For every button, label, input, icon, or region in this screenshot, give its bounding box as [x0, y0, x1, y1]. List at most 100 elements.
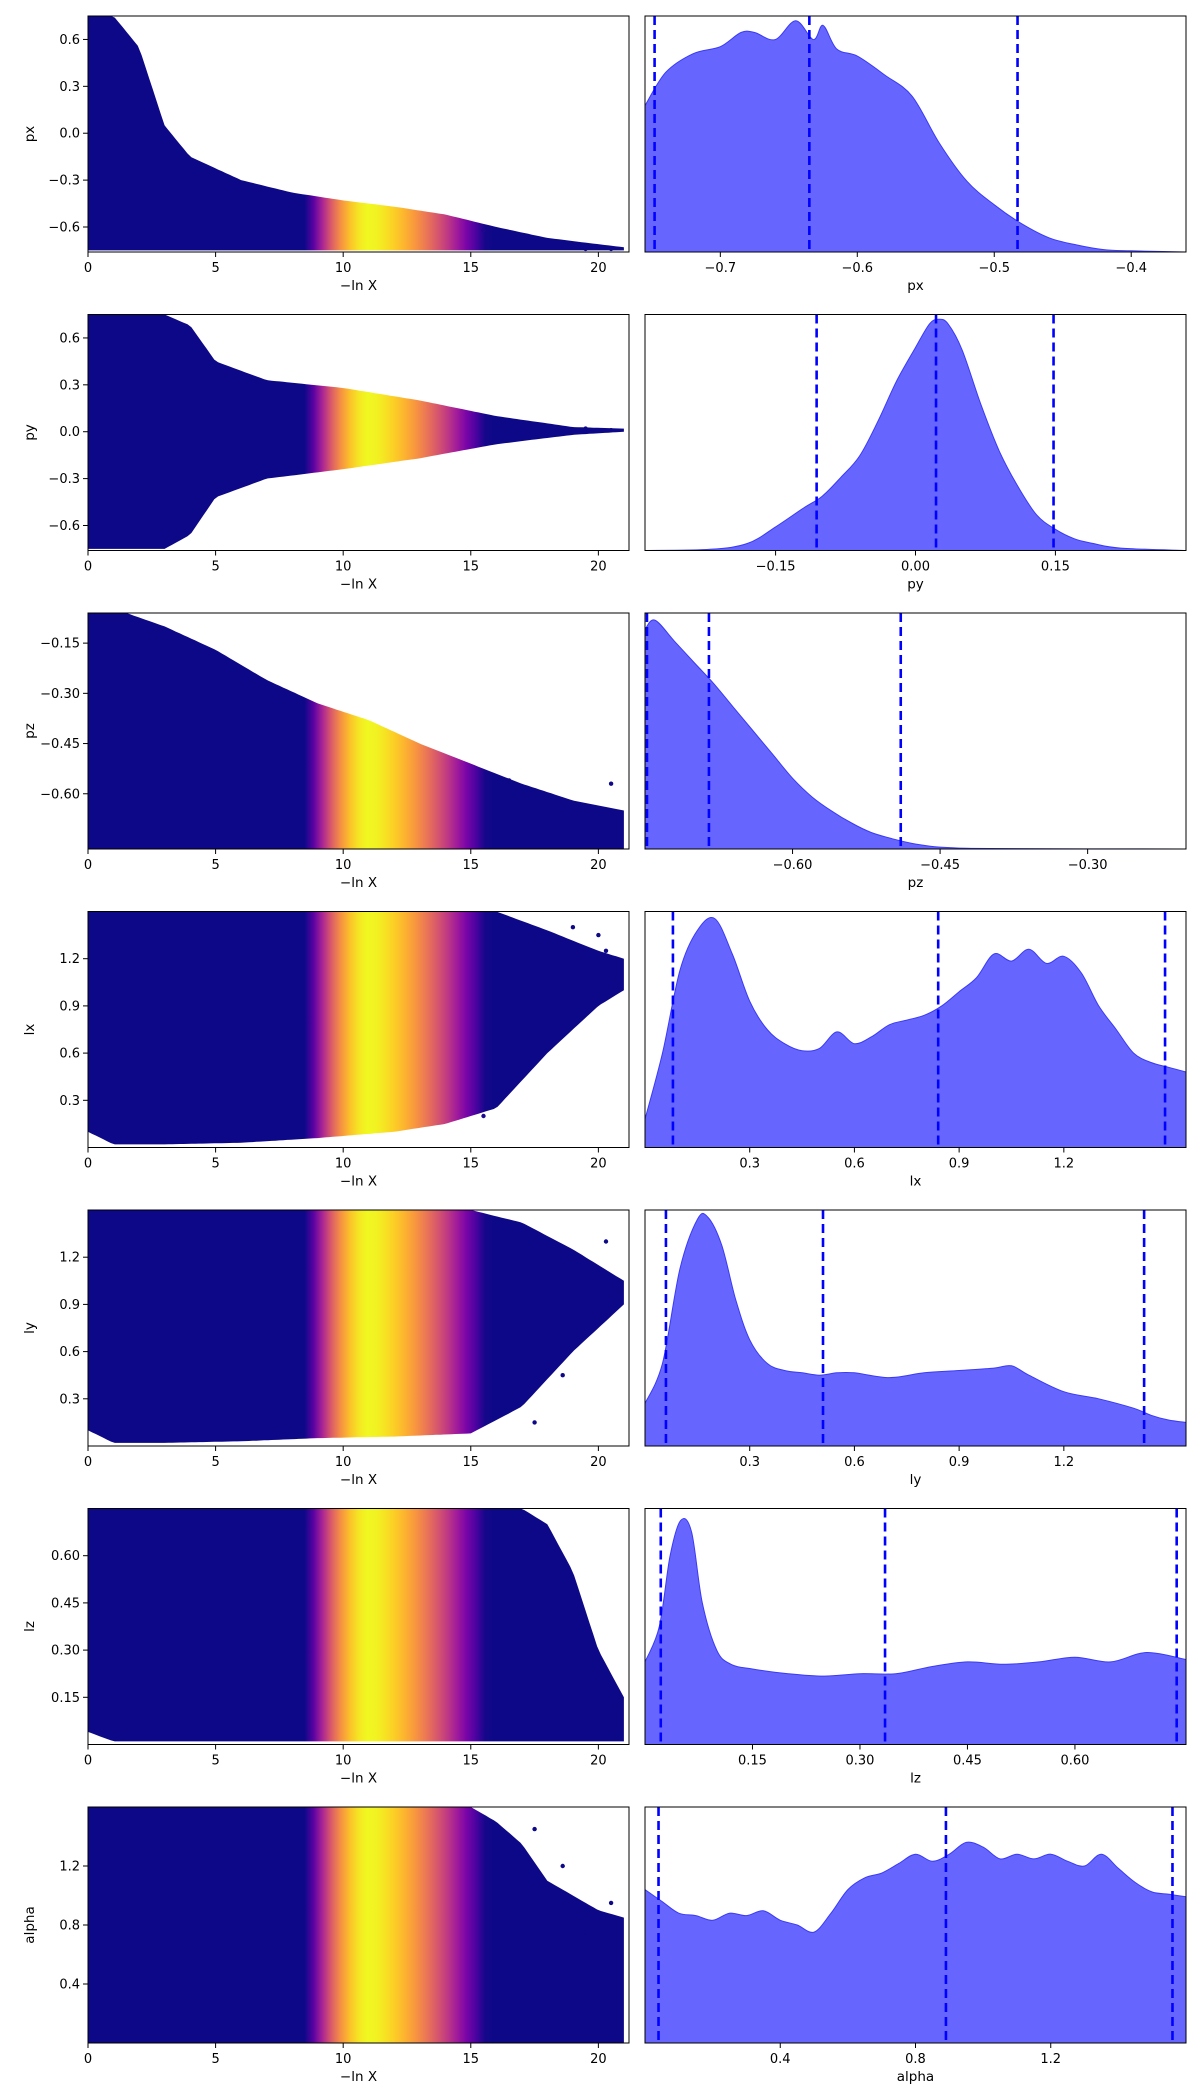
trace-tail-point	[560, 1373, 565, 1378]
trace-xtick-label: 10	[335, 1157, 352, 1172]
posterior-xtick-label: 0.6	[844, 1455, 865, 1470]
trace-ytick-label: 0.6	[59, 331, 80, 346]
posterior-xlabel-pz: pz	[908, 875, 924, 891]
trace-tail-point	[506, 778, 512, 783]
trace-ytick-label: 0.6	[59, 1047, 80, 1062]
posterior-xtick-label: 0.8	[905, 2052, 926, 2067]
trace-tail-point	[608, 1900, 614, 1906]
trace-xtick-label: 15	[463, 1754, 480, 1769]
posterior-xlabel-ly: ly	[910, 1472, 922, 1488]
posterior-frame	[644, 1209, 1187, 1447]
trace-ylabel-lz: lz	[22, 1621, 38, 1632]
trace-xlabel: −ln X	[340, 1472, 377, 1488]
posterior-xtick-label: 1.2	[1053, 1455, 1074, 1470]
row-alpha: 0 5 10 15 20 0.4 0.8 1.2 −ln X alpha 0.4 0.8 1.2 alph…	[22, 1806, 1187, 2085]
trace-frame	[87, 1209, 630, 1447]
trace-xtick-label: 5	[211, 261, 219, 276]
trace-ytick-label: 0.0	[59, 127, 80, 142]
trace-xtick-label: 10	[335, 1754, 352, 1769]
trace-frame	[87, 314, 630, 551]
posterior-frame	[644, 15, 1187, 253]
trace-xtick-label: 10	[335, 560, 352, 575]
trace-xlabel: −ln X	[340, 875, 377, 891]
trace-tail-point	[532, 424, 537, 430]
trace-xlabel: −ln X	[340, 278, 377, 294]
trace-ytick-label: −0.3	[48, 472, 80, 487]
trace-tail-point	[532, 1420, 537, 1425]
trace-frame	[87, 612, 630, 850]
trace-tail-point	[591, 1731, 596, 1736]
trace-ytick-label: 0.8	[59, 1919, 80, 1934]
trace-tail-point	[586, 1270, 591, 1276]
trace-xtick-label: 20	[590, 1754, 607, 1769]
trace-axes-ly: 0 5 10 15 20 0.3 0.6 0.9 1.2 −ln X ly	[22, 1209, 630, 1488]
trace-ytick-label: 0.9	[59, 999, 80, 1014]
trace-axes-lx: 0 5 10 15 20 0.3 0.6 0.9 1.2 −ln X lx	[22, 911, 630, 1190]
trace-ytick-label: −0.45	[40, 737, 80, 752]
trace-xtick-label: 15	[463, 2052, 480, 2067]
trace-ytick-label: 0.45	[51, 1596, 80, 1611]
trace-ytick-label: 0.3	[59, 378, 80, 393]
trace-ylabel-lx: lx	[22, 1024, 38, 1036]
trace-tail-point	[532, 791, 537, 796]
trace-ytick-label: −0.6	[48, 220, 80, 235]
posterior-xtick-label: 0.00	[901, 560, 930, 575]
trace-tail-point	[560, 1679, 565, 1684]
trace-ylabel-ly: ly	[22, 1322, 38, 1334]
trace-xtick-label: 5	[211, 2052, 219, 2067]
trace-tail-point	[506, 237, 512, 242]
row-pz: 0 5 10 15 20−0.15−0.30−0.45−0.60−ln Xpz−0.60…	[22, 612, 1187, 891]
trace-frame	[87, 15, 630, 253]
trace-ytick-label: −0.15	[40, 637, 80, 652]
posterior-density-lx	[645, 917, 1186, 1148]
trace-ytick-label: −0.60	[40, 787, 80, 802]
posterior-xlabel-lz: lz	[910, 1771, 921, 1787]
trace-ytick-label: 1.2	[59, 1860, 80, 1875]
trace-tail-point	[603, 948, 609, 953]
trace-point-cloud-lz	[88, 1508, 624, 1742]
trace-tail-point	[583, 426, 588, 431]
trace-axes-py: 0 5 10 15 20 −0.6 −0.3 0.0 0.3 0.6 −ln X py	[22, 314, 630, 593]
trace-xtick-label: 10	[335, 261, 352, 276]
posterior-xtick-label: 0.3	[739, 1157, 760, 1172]
trace-xtick-label: 20	[590, 858, 607, 873]
trace-tail-point	[570, 1729, 576, 1735]
trace-ytick-label: 0.0	[59, 425, 80, 440]
trace-tail-point	[583, 1930, 588, 1935]
trace-xtick-label: 0	[84, 1455, 92, 1470]
posterior-frame	[644, 612, 1187, 850]
trace-tail-point	[608, 246, 614, 252]
trace-xtick-label: 10	[335, 1455, 352, 1470]
trace-xtick-label: 15	[463, 1157, 480, 1172]
trace-tail-point	[575, 1710, 581, 1716]
trace-ytick-label: 0.6	[59, 33, 80, 48]
posterior-xtick-label: 0.3	[739, 1455, 760, 1470]
trace-tail-point	[545, 1726, 550, 1732]
posterior-density-alpha	[645, 1841, 1186, 2043]
posterior-xtick-label: −0.15	[756, 560, 796, 575]
trace-ytick-label: −0.6	[48, 519, 80, 534]
trace-tail-point	[550, 1996, 555, 2002]
posterior-xtick-label: 1.2	[1040, 2052, 1061, 2067]
trace-xtick-label: 20	[590, 560, 607, 575]
trace-xtick-label: 20	[590, 2052, 607, 2067]
trace-xlabel: −ln X	[340, 1771, 377, 1787]
trace-tail-point	[532, 1826, 537, 1832]
row-lx: 0 5 10 15 20 0.3 0.6 0.9 1.2 −ln X lx 0.3 0.6 0.9 1.2 l…	[22, 911, 1187, 1190]
trace-axes-px: 0 5 10 15 20 −0.6 −0.3 0.0 0.3 0.6 −ln X px	[22, 15, 630, 294]
posterior-density-pz	[645, 619, 1186, 849]
trace-xtick-label: 20	[590, 1455, 607, 1470]
trace-xtick-label: 15	[463, 560, 480, 575]
trace-ytick-label: 1.2	[59, 1251, 80, 1266]
trace-tail-point	[575, 1967, 581, 1972]
trace-tail-point	[596, 932, 601, 938]
trace-xtick-label: 0	[84, 858, 92, 873]
trace-axes-lz: 0 5 10 15 20 0.15 0.30 0.45 0.60 −ln X lz	[22, 1508, 630, 1787]
posterior-xtick-label: −0.6	[842, 261, 874, 276]
trace-tail-point	[481, 227, 486, 233]
posterior-frame	[644, 911, 1187, 1148]
trace-xlabel: −ln X	[340, 577, 377, 593]
posterior-xtick-label: −0.45	[920, 858, 960, 873]
trace-tail-point	[570, 925, 576, 930]
trace-ylabel-pz: pz	[22, 723, 38, 739]
